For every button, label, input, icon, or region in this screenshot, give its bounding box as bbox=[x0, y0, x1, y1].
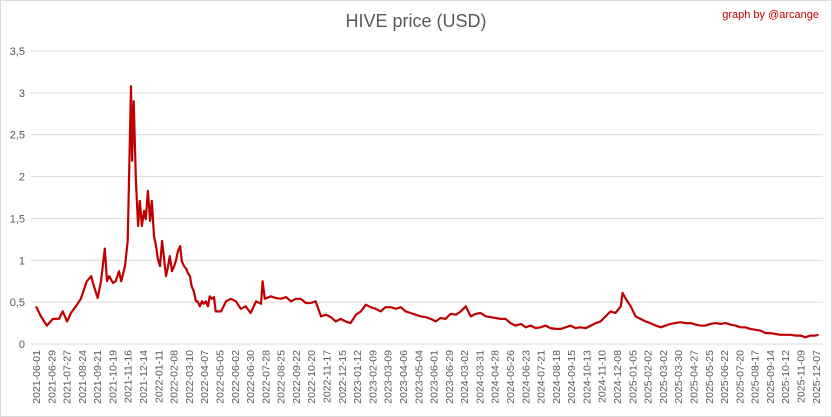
x-tick-label: 2023-06-01 bbox=[429, 350, 441, 404]
x-tick-label: 2022-05-05 bbox=[214, 350, 226, 404]
x-tick-label: 2023-05-04 bbox=[413, 350, 425, 404]
x-tick-label: 2022-06-02 bbox=[230, 350, 242, 404]
x-tick-label: 2022-09-22 bbox=[291, 350, 303, 404]
y-tick-label: 2 bbox=[19, 172, 25, 184]
x-tick-label: 2021-08-24 bbox=[77, 350, 89, 404]
x-tick-label: 2025-08-17 bbox=[750, 350, 762, 404]
x-tick-label: 2025-12-07 bbox=[811, 350, 823, 404]
x-tick-label: 2022-08-25 bbox=[276, 350, 288, 404]
x-tick-label: 2021-06-01 bbox=[31, 350, 43, 404]
x-tick-label: 2023-06-29 bbox=[444, 350, 456, 404]
y-tick-label: 3 bbox=[19, 88, 25, 100]
x-tick-label: 2021-06-29 bbox=[46, 350, 58, 404]
x-tick-label: 2022-03-10 bbox=[184, 350, 196, 404]
x-tick-label: 2023-04-06 bbox=[398, 350, 410, 404]
y-tick-label: 0,5 bbox=[10, 297, 25, 309]
x-tick-label: 2025-01-05 bbox=[627, 350, 639, 404]
x-tick-label: 2022-02-08 bbox=[169, 350, 181, 404]
y-tick-label: 1,5 bbox=[10, 213, 25, 225]
x-tick-label: 2025-03-30 bbox=[673, 350, 685, 404]
x-tick-label: 2021-10-19 bbox=[107, 350, 119, 404]
x-tick-label: 2025-10-12 bbox=[780, 350, 792, 404]
x-tick-label: 2022-11-17 bbox=[322, 350, 334, 403]
x-tick-label: 2022-12-15 bbox=[337, 350, 349, 404]
x-tick-label: 2025-03-02 bbox=[658, 350, 670, 404]
x-tick-label: 2024-06-23 bbox=[520, 350, 532, 404]
series-line-hive-price bbox=[35, 85, 819, 339]
x-tick-label: 2025-07-20 bbox=[734, 350, 746, 404]
x-tick-label: 2023-01-12 bbox=[352, 350, 364, 404]
x-tick-label: 2022-01-11 bbox=[153, 350, 165, 403]
x-tick-label: 2024-04-28 bbox=[490, 350, 502, 404]
y-tick-label: 0 bbox=[19, 339, 25, 351]
x-tick-label: 2024-03-31 bbox=[474, 350, 486, 404]
x-tick-label: 2024-10-13 bbox=[581, 350, 593, 404]
x-tick-label: 2024-11-10 bbox=[597, 350, 609, 403]
x-tick-label: 2024-07-21 bbox=[536, 350, 548, 404]
y-tick-label: 3,5 bbox=[10, 46, 25, 58]
x-tick-label: 2025-05-25 bbox=[704, 350, 716, 404]
x-tick-label: 2024-12-08 bbox=[612, 350, 624, 404]
x-tick-label: 2025-02-02 bbox=[643, 350, 655, 404]
x-tick-label: 2023-03-09 bbox=[383, 350, 395, 404]
x-tick-label: 2022-06-30 bbox=[245, 350, 257, 404]
x-tick-label: 2024-08-18 bbox=[551, 350, 563, 404]
x-tick-label: 2022-04-07 bbox=[199, 350, 211, 404]
x-tick-label: 2025-06-22 bbox=[719, 350, 731, 404]
x-tick-label: 2025-04-27 bbox=[688, 350, 700, 404]
x-tick-label: 2021-11-16 bbox=[123, 350, 135, 403]
x-tick-label: 2024-09-15 bbox=[566, 350, 578, 404]
y-tick-label: 2,5 bbox=[10, 130, 25, 142]
x-tick-label: 2022-07-28 bbox=[260, 350, 272, 404]
y-tick-label: 1 bbox=[19, 255, 25, 267]
x-tick-label: 2021-07-27 bbox=[62, 350, 74, 404]
chart-title: HIVE price (USD) bbox=[345, 11, 487, 31]
x-tick-label: 2025-11-09 bbox=[796, 350, 808, 403]
x-tick-label: 2023-02-09 bbox=[367, 350, 379, 404]
x-tick-label: 2021-09-21 bbox=[92, 350, 104, 404]
x-tick-label: 2024-05-26 bbox=[505, 350, 517, 404]
x-tick-label: 2021-12-14 bbox=[138, 350, 150, 404]
x-tick-label: 2022-10-20 bbox=[306, 350, 318, 404]
chart-credit: graph by @arcange bbox=[722, 9, 819, 21]
x-tick-label: 2024-03-02 bbox=[459, 350, 471, 404]
x-tick-label: 2025-09-14 bbox=[765, 350, 777, 404]
